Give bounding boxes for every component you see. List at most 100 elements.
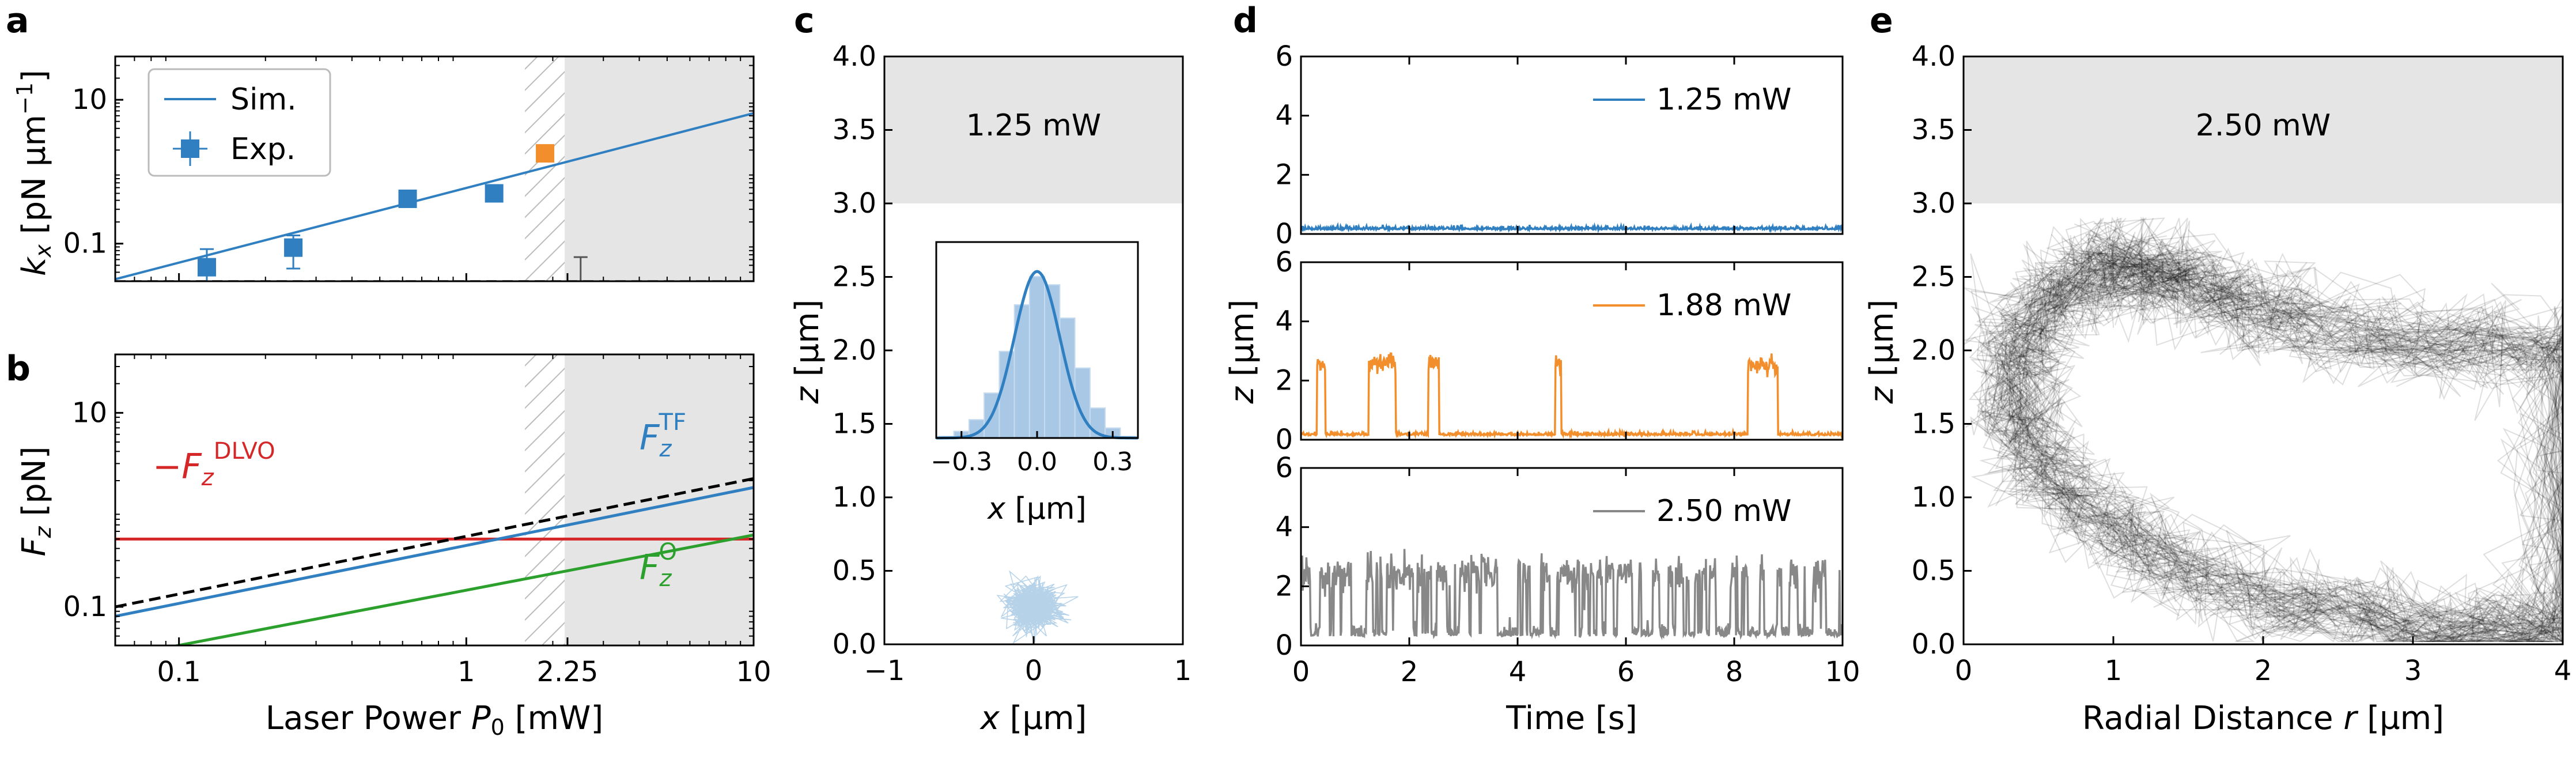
panel-c-inset-histogram: −0.3 0.0 0.3x [µm] xyxy=(930,241,1139,526)
histogram-bar xyxy=(1044,284,1061,439)
shaded-region xyxy=(565,354,754,645)
y-tick-label: 3.5 xyxy=(1912,114,1955,146)
y-tick-label: 0 xyxy=(1275,629,1293,662)
trajectory-line xyxy=(1994,247,2563,643)
trajectory-line xyxy=(1970,239,2563,643)
y-tick-label: 4 xyxy=(1275,100,1293,132)
inset-xlabel: x [µm] xyxy=(986,492,1087,526)
legend-exp-label: Exp. xyxy=(230,132,296,167)
x-tick-label: 2 xyxy=(1401,656,1418,688)
subplot-frame xyxy=(1300,55,1844,235)
trajectory-line xyxy=(1977,217,2563,643)
trajectory-line xyxy=(1997,235,2563,643)
trajectory-line xyxy=(1985,255,2563,643)
trajectory-line xyxy=(1980,225,2563,642)
trace-line xyxy=(1301,352,1843,440)
x-tick-label: 0.3 xyxy=(1092,447,1133,477)
simulation-line xyxy=(115,112,754,281)
trajectory-line xyxy=(1992,236,2563,643)
trajectory-line xyxy=(1988,241,2563,643)
x-tick-label: 6 xyxy=(1617,656,1635,688)
trajectory-line xyxy=(1999,236,2563,642)
x-tick-label: 0 xyxy=(1955,655,1973,687)
trajectory-line xyxy=(1987,238,2563,642)
x-tick-label: −0.3 xyxy=(930,447,992,477)
trajectory-line xyxy=(1979,243,2563,642)
x-tick-label: 1 xyxy=(457,656,475,688)
x-tick-label: 8 xyxy=(1726,656,1743,688)
trajectory-line xyxy=(2006,247,2563,643)
subplot-background xyxy=(1301,56,1843,234)
trajectory-line xyxy=(2000,241,2563,642)
subplot-1: 0 2 4 6 1.25 mW xyxy=(1275,40,1844,250)
trajectory-line xyxy=(1980,218,2563,643)
trajectory-line xyxy=(1995,217,2563,643)
panel-c-power-label: 1.25 mW xyxy=(966,108,1101,143)
panel-letter-e: e xyxy=(1870,1,1893,41)
panel-b-frame xyxy=(114,353,755,647)
y-tick-label: 6 xyxy=(1275,246,1293,278)
y-tick-label: 3.5 xyxy=(833,114,876,146)
trajectory-line xyxy=(2004,245,2563,643)
y-tick-label: 4 xyxy=(1275,305,1293,338)
highlight-point xyxy=(536,144,555,163)
y-tick-label: 0.1 xyxy=(63,591,107,623)
trajectory-line xyxy=(1976,229,2563,643)
trajectory-line xyxy=(1993,237,2563,643)
trajectory-line xyxy=(1982,239,2563,642)
x-tick-label: 2.25 xyxy=(537,656,599,688)
panel-b-xlabel: Laser Power P0 [mW] xyxy=(266,700,603,740)
trajectory-line xyxy=(1964,233,2563,643)
trajectory-line xyxy=(1996,235,2563,643)
trajectory-line xyxy=(1983,250,2563,643)
x-tick-label: 1 xyxy=(1174,655,1192,687)
trajectory-line xyxy=(2007,218,2563,642)
panel-e-chart: 0.0 0.5 1.0 1.5 2.0 2.5 3.0 3.5 4.0 0 1 2 3 4 2.50 mW… xyxy=(1863,40,2571,737)
trajectory-line xyxy=(1991,232,2563,642)
trajectory-line xyxy=(1970,217,2563,642)
x-tick-label: 3 xyxy=(2404,655,2422,687)
panel-b-dlvo-label: −FzDLVO xyxy=(153,438,275,491)
shaded-region xyxy=(565,56,754,281)
y-tick-label: 4 xyxy=(1275,511,1293,543)
trajectory-line xyxy=(1995,217,2563,643)
trajectory-line xyxy=(1989,233,2563,643)
trajectory-line xyxy=(1994,237,2563,643)
y-tick-label: 3.0 xyxy=(833,187,876,220)
panel-d-xticks: 0 2 4 6 8 10 xyxy=(1292,656,1860,688)
y-tick-label: 2.5 xyxy=(833,261,876,293)
panel-a-frame xyxy=(114,55,755,282)
subplot-3: 0 2 4 6 2.50 mW xyxy=(1275,452,1844,662)
shaded-region xyxy=(884,56,1183,203)
trajectory-line xyxy=(1969,223,2563,643)
x-tick-label: −1 xyxy=(864,655,905,687)
trajectory-line xyxy=(1976,225,2563,643)
trajectory-line xyxy=(1981,236,2563,641)
experiment-point xyxy=(284,238,303,257)
y-tick-label: 1.0 xyxy=(1912,481,1955,513)
panel-a-ylabel: kx [pN µm−1] xyxy=(12,70,56,276)
y-tick-label: 2 xyxy=(1275,570,1293,602)
x-tick-label: 4 xyxy=(1509,656,1527,688)
subplot-marks xyxy=(1301,352,1843,440)
trajectory-line xyxy=(1976,232,2563,642)
trajectory-line xyxy=(2004,246,2563,643)
panel-b-o-label: FzO xyxy=(640,539,677,592)
panel-c-ylabel: z [µm] xyxy=(789,299,826,404)
x-tick-label: 0 xyxy=(1025,655,1043,687)
trajectory-line xyxy=(1998,219,2563,643)
histogram-bar xyxy=(1059,317,1076,439)
panel-letters: a b c d e xyxy=(6,1,1893,389)
y-tick-label: 2.0 xyxy=(833,334,876,367)
trace-line xyxy=(1301,222,1843,234)
panel-letter-d: d xyxy=(1233,1,1258,41)
gaussian-fit-line xyxy=(936,270,1138,440)
x-tick-label: 1 xyxy=(2105,655,2123,687)
hatched-region xyxy=(525,354,565,645)
y-tick-label: 0 xyxy=(1275,218,1293,250)
x-tick-label: 10 xyxy=(736,656,771,688)
y-tick-label: 0 xyxy=(1275,424,1293,456)
trajectory-line xyxy=(1983,233,2563,642)
series-line xyxy=(115,486,754,618)
trajectory-line xyxy=(1999,247,2563,642)
